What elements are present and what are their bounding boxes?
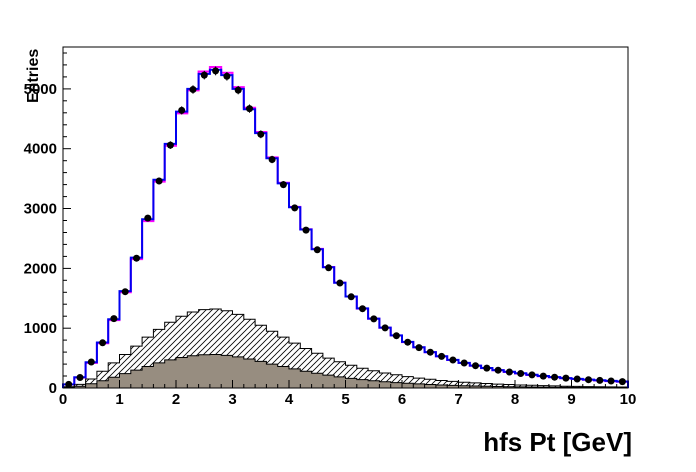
y-tick-label: 5000 [24,81,57,98]
data-point-marker [99,339,107,347]
data-point-marker [155,177,163,185]
data-point-marker [392,332,400,340]
data-point-marker [200,71,208,79]
data-point-marker [404,338,412,346]
x-tick-label: 3 [228,391,236,408]
data-point-marker [223,72,231,80]
x-tick-label: 4 [285,391,294,408]
data-point-marker [257,130,265,138]
data-point-marker [618,378,626,386]
data-point-marker [302,226,310,234]
x-tick-label: 8 [511,391,519,408]
data-point-marker [607,377,615,385]
data-point-marker [539,372,547,380]
data-point-marker [426,348,434,356]
y-axis-title: Entries [25,49,42,103]
data-point-marker [359,305,366,313]
x-tick-label: 1 [115,391,123,408]
data-point-marker [573,375,581,383]
y-tick-label: 3000 [24,201,57,218]
data-point-marker [65,380,73,388]
data-point-marker [144,214,152,222]
data-point-marker [336,279,344,287]
data-point-marker [268,156,276,163]
x-axis-title: hfs Pt [GeV] [483,427,632,457]
series-layer [62,66,629,389]
data-point-marker [76,374,84,381]
data-point-marker [494,366,502,374]
data-point-marker [166,141,174,149]
background-gray-filled-histogram [62,354,629,389]
data-point-marker [585,376,592,384]
data-point-marker [460,359,468,367]
x-tick-label: 5 [341,391,349,408]
data-point-marker [121,288,129,296]
x-tick-label: 6 [398,391,406,408]
data-point-marker [528,371,536,379]
x-tick-label: 10 [620,391,637,408]
data-points [65,66,626,388]
x-tick-label: 7 [454,391,462,408]
y-tick-label: 4000 [24,141,57,158]
data-point-marker [212,67,220,75]
data-point-marker [291,204,299,212]
data-point-marker [438,352,446,360]
data-point-marker [415,344,423,352]
data-point-marker [472,362,479,370]
data-point-marker [596,376,604,384]
data-point-marker [313,246,321,254]
data-point-marker [246,105,253,113]
x-tick-label: 2 [172,391,180,408]
y-tick-label: 2000 [24,260,57,277]
data-point-marker [370,315,378,323]
data-point-marker [279,181,287,189]
data-point-marker [517,370,525,377]
y-tick-label: 0 [49,380,57,397]
data-point-marker [505,368,513,376]
y-tick-label: 1000 [24,320,57,337]
data-point-marker [189,86,197,93]
data-point-marker [178,106,186,114]
axes-layer: 0 1 2 3 4 5 6 7 8 9 10 0 1000 2000 3000 4000 5000 [24,46,637,408]
data-point-marker [87,358,95,366]
data-point-marker [562,374,570,382]
x-tick-label: 9 [567,391,575,408]
mc-blue-histogram [62,68,629,388]
data-point-marker [133,254,140,262]
data-point-marker [110,315,118,323]
data-point-marker [551,373,559,381]
data-point-marker [347,293,355,301]
data-point-marker [483,364,491,372]
x-tick-label: 0 [59,391,67,408]
data-point-marker [234,86,242,94]
data-point-marker [449,356,457,364]
data-point-marker [381,324,389,332]
data-point-marker [325,264,333,272]
